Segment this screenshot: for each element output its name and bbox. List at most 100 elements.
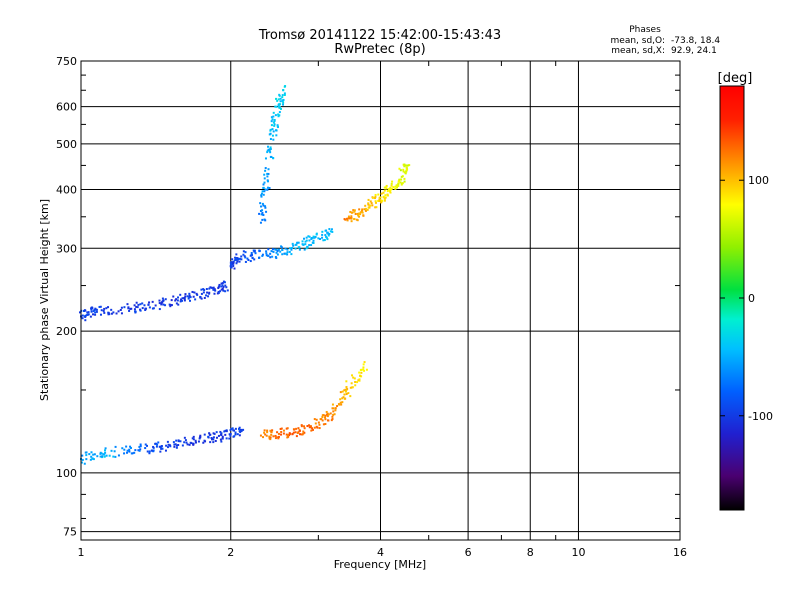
y-tick-label: 500 (56, 138, 77, 151)
data-point-scatter (271, 118, 274, 121)
data-point-scatter (259, 209, 262, 212)
data-point-scatter (366, 208, 369, 211)
data-point-scatter (92, 458, 95, 461)
data-point-scatter (272, 157, 275, 160)
data-point-scatter (242, 250, 245, 253)
data-point-scatter (107, 311, 110, 314)
data-point-scatter (329, 412, 332, 415)
data-point (269, 151, 272, 154)
data-point-scatter (223, 281, 226, 284)
data-point-scatter (270, 250, 273, 253)
data-point-scatter (205, 294, 208, 297)
data-point-scatter (100, 309, 103, 312)
data-point-scatter (270, 431, 273, 434)
data-point-scatter (346, 219, 349, 222)
data-point-scatter (266, 254, 269, 257)
data-point-scatter (328, 233, 331, 236)
data-point-scatter (350, 215, 353, 218)
data-point-scatter (243, 255, 246, 258)
data-point-scatter (350, 220, 353, 223)
data-point-scatter (384, 194, 387, 197)
data-point-scatter (184, 295, 187, 298)
data-point-scatter (341, 390, 344, 393)
data-point-scatter (342, 396, 345, 399)
data-point-scatter (271, 429, 274, 432)
data-point-scatter (144, 443, 147, 446)
data-point-scatter (279, 97, 282, 100)
data-point-scatter (158, 445, 161, 448)
data-point-scatter (167, 443, 170, 446)
data-point-scatter (244, 260, 247, 263)
data-point-scatter (405, 170, 408, 173)
data-point-scatter (269, 148, 272, 151)
data-point-scatter (161, 447, 164, 450)
data-point-scatter (207, 295, 210, 298)
data-point-scatter (311, 427, 314, 430)
data-point-scatter (253, 249, 256, 252)
data-point-scatter (353, 210, 356, 213)
data-point-scatter (262, 204, 265, 207)
data-point-scatter (189, 441, 192, 444)
data-point-scatter (272, 121, 275, 124)
data-point (273, 123, 276, 126)
data-point-scatter (176, 299, 179, 302)
data-point-scatter (208, 433, 211, 436)
data-point-scatter (295, 243, 298, 246)
data-point-scatter (279, 107, 282, 110)
data-point-scatter (212, 288, 215, 291)
data-point-scatter (192, 438, 195, 441)
data-point-scatter (341, 401, 344, 404)
data-point-scatter (183, 436, 186, 439)
data-point-scatter (131, 452, 134, 455)
data-point-scatter (221, 287, 224, 290)
data-point-scatter (217, 290, 220, 293)
data-point-scatter (221, 437, 224, 440)
data-point-scatter (269, 138, 272, 141)
data-point-scatter (397, 184, 400, 187)
data-point-scatter (203, 433, 206, 436)
data-point-scatter (315, 418, 318, 421)
data-point-scatter (175, 298, 178, 301)
data-point-scatter (388, 190, 391, 193)
data-point-scatter (331, 417, 334, 420)
data-point-scatter (317, 421, 320, 424)
data-point-scatter (235, 258, 238, 261)
data-point-scatter (200, 297, 203, 300)
data-point-scatter (189, 296, 192, 299)
y-tick-label: 400 (56, 183, 77, 196)
data-point-scatter (277, 103, 280, 106)
data-point-scatter (129, 307, 132, 310)
data-point-scatter (274, 114, 277, 117)
data-point-scatter (173, 443, 176, 446)
data-point-scatter (154, 304, 157, 307)
data-point-scatter (83, 315, 86, 318)
data-point-scatter (85, 458, 88, 461)
data-point-scatter (274, 248, 277, 251)
data-point-scatter (304, 243, 307, 246)
grid-lines (80, 60, 681, 540)
data-point-scatter (148, 301, 151, 304)
data-point-scatter (397, 180, 400, 183)
data-point-scatter (165, 444, 168, 447)
data-point-scatter (261, 254, 264, 257)
data-point-scatter (310, 237, 313, 240)
data-point-scatter (194, 441, 197, 444)
data-point-scatter (260, 195, 263, 198)
data-point-scatter (198, 437, 201, 440)
data-point-scatter (194, 298, 197, 301)
data-point-scatter (394, 187, 397, 190)
data-point-scatter (250, 253, 253, 256)
y-tick-label: 100 (56, 467, 77, 480)
data-point-scatter (339, 401, 342, 404)
data-point-scatter (267, 168, 270, 171)
chart-title: Tromsø 20141122 15:42:00-15:43:43 (258, 28, 501, 43)
data-point-scatter (218, 285, 221, 288)
data-point-scatter (331, 415, 334, 418)
data-point-scatter (313, 426, 316, 429)
data-point-scatter (152, 445, 155, 448)
data-point-scatter (353, 218, 356, 221)
data-point-scatter (160, 445, 163, 448)
data-point-scatter (175, 446, 178, 449)
data-point (224, 284, 227, 287)
data-point-scatter (277, 248, 280, 251)
